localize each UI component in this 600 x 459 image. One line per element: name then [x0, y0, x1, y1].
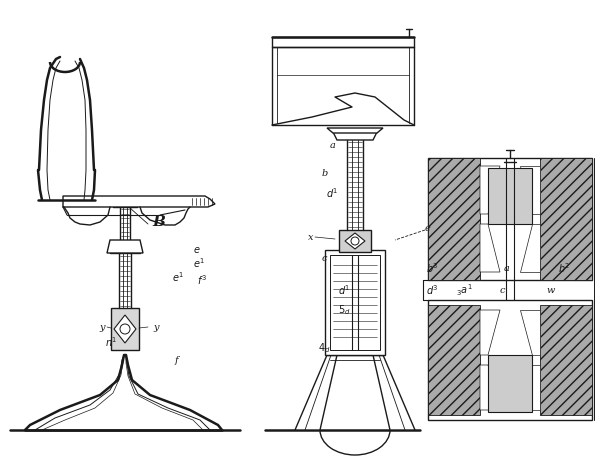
Circle shape	[120, 324, 130, 334]
Text: $b^3$: $b^3$	[426, 261, 439, 275]
Polygon shape	[480, 365, 500, 410]
Text: f: f	[175, 356, 179, 364]
Text: $5_d$: $5_d$	[338, 303, 350, 317]
Polygon shape	[428, 158, 592, 280]
Text: $d^3$: $d^3$	[426, 283, 439, 297]
Text: $d^1$: $d^1$	[338, 283, 350, 297]
Polygon shape	[111, 308, 139, 350]
Polygon shape	[428, 305, 480, 415]
Polygon shape	[330, 255, 380, 350]
Text: c: c	[322, 253, 328, 263]
Text: a: a	[330, 140, 336, 150]
Polygon shape	[520, 365, 540, 410]
Text: $b^2$: $b^2$	[558, 261, 571, 275]
Polygon shape	[373, 355, 415, 430]
Polygon shape	[480, 310, 500, 355]
Polygon shape	[327, 128, 383, 133]
Polygon shape	[333, 132, 377, 140]
Polygon shape	[345, 233, 365, 249]
Circle shape	[351, 237, 359, 245]
Text: w: w	[546, 285, 554, 295]
Polygon shape	[540, 158, 592, 280]
Polygon shape	[428, 300, 592, 420]
Polygon shape	[480, 166, 500, 214]
Text: y: y	[153, 323, 158, 331]
Text: $n^1$: $n^1$	[105, 335, 117, 349]
Polygon shape	[520, 166, 540, 214]
Text: $f^3$: $f^3$	[197, 273, 207, 287]
Polygon shape	[325, 250, 385, 355]
Polygon shape	[428, 158, 480, 280]
Polygon shape	[520, 310, 540, 355]
Polygon shape	[107, 240, 143, 253]
Text: $e^1$: $e^1$	[172, 270, 184, 284]
Polygon shape	[63, 196, 215, 207]
Polygon shape	[520, 224, 540, 272]
Polygon shape	[540, 305, 592, 415]
Polygon shape	[272, 37, 414, 47]
Polygon shape	[114, 315, 136, 343]
Text: $_3a^1$: $_3a^1$	[456, 282, 473, 298]
Text: $d^1$: $d^1$	[326, 186, 338, 200]
Text: a: a	[504, 263, 510, 273]
Text: b: b	[322, 168, 328, 178]
Polygon shape	[339, 230, 371, 252]
Polygon shape	[488, 168, 532, 224]
Text: y: y	[99, 323, 104, 331]
Text: B: B	[152, 215, 165, 229]
Text: $e$: $e$	[193, 245, 200, 255]
Text: e: e	[425, 224, 431, 233]
Text: c: c	[500, 285, 506, 295]
Polygon shape	[488, 355, 532, 412]
Polygon shape	[480, 224, 500, 272]
Text: $e^1$: $e^1$	[193, 256, 205, 270]
Text: x: x	[308, 233, 314, 241]
Text: $4_d$: $4_d$	[318, 341, 331, 355]
Polygon shape	[295, 355, 337, 430]
